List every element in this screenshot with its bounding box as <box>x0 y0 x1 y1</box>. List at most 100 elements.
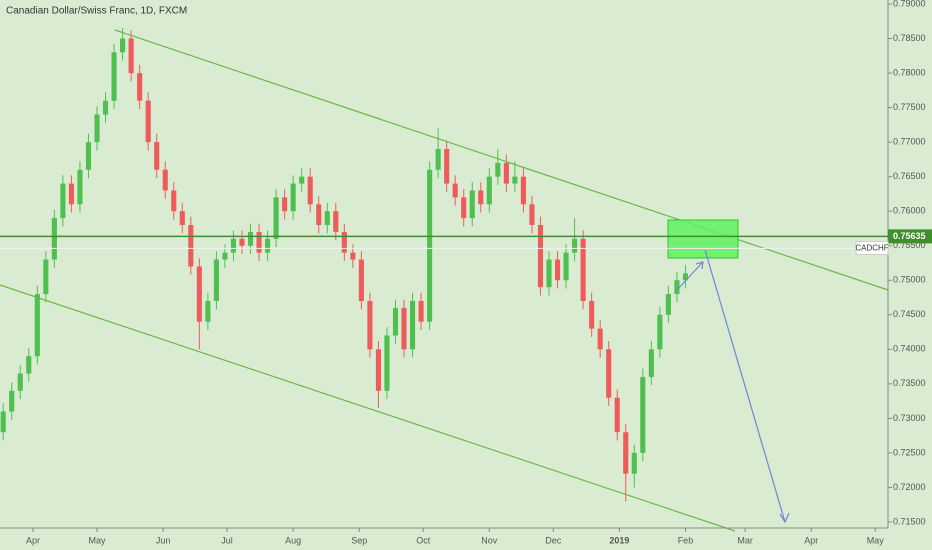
candle-body <box>60 183 66 219</box>
candle-body <box>290 183 296 212</box>
candle-body <box>427 169 433 322</box>
y-tick-label: 0.72000 <box>893 482 926 492</box>
candle-body <box>0 411 6 433</box>
x-tick-label: Apr <box>804 535 818 545</box>
candle-body <box>350 252 356 260</box>
candle-body <box>640 376 646 453</box>
candle-body <box>435 149 441 170</box>
candle-body <box>282 197 288 212</box>
candle-body <box>495 162 501 177</box>
candle-body <box>444 149 450 184</box>
y-tick-label: 0.78500 <box>893 33 926 43</box>
candle-body <box>154 142 160 170</box>
x-tick-label: 2019 <box>609 535 629 545</box>
candle-body <box>205 300 211 322</box>
symbol-label-bg <box>855 240 889 255</box>
candle-body <box>589 300 595 329</box>
x-tick-label: Dec <box>545 535 562 545</box>
candle-body <box>324 211 330 226</box>
candle-body <box>120 38 126 53</box>
candle-body <box>188 225 194 267</box>
y-tick-label: 0.74000 <box>893 344 926 354</box>
candle-body <box>486 176 492 205</box>
grid <box>32 3 892 532</box>
x-tick-label: Jul <box>221 535 233 545</box>
x-tick-label: May <box>89 535 107 545</box>
candles <box>0 28 689 502</box>
y-tick-label: 0.73000 <box>893 413 926 423</box>
candle-body <box>401 307 407 350</box>
candle-body <box>34 294 40 357</box>
candle-body <box>179 211 185 226</box>
x-tick-label: Apr <box>26 535 40 545</box>
candle-body <box>94 114 100 143</box>
y-tick-label: 0.73500 <box>893 378 926 388</box>
candle-body <box>503 162 509 184</box>
axis-labels: 0.79000 0.78500 0.78000 0.77500 0.77000 0.765… <box>26 0 926 545</box>
candle-body <box>478 190 484 205</box>
candle-body <box>563 252 569 281</box>
price-label-bg <box>888 229 932 244</box>
y-tick-label: 0.71500 <box>893 516 926 526</box>
candle-body <box>316 204 322 226</box>
y-tick-label: 0.75000 <box>893 275 926 285</box>
candle-body <box>665 294 671 315</box>
candle-body <box>128 38 134 74</box>
candle-body <box>367 300 373 350</box>
y-tick-label: 0.77000 <box>893 137 926 147</box>
projection-arrow <box>704 249 786 523</box>
chart-title: Canadian Dollar/Swiss Franc, 1D, FXCM <box>6 6 187 17</box>
candle-body <box>682 273 689 281</box>
candle-body <box>213 259 219 301</box>
candle-body <box>597 328 603 350</box>
arrow-head <box>779 512 790 524</box>
x-tick-label: May <box>867 535 885 545</box>
lower-trend-line <box>0 284 736 532</box>
candle-body <box>384 335 390 391</box>
y-tick-label: 0.79000 <box>893 0 926 8</box>
candle-body <box>239 238 245 246</box>
y-tick-label: 0.76000 <box>893 206 926 216</box>
candle-body <box>102 100 109 115</box>
x-tick-label: Nov <box>481 535 498 545</box>
projection-arrow <box>676 261 704 291</box>
candle-body <box>392 307 399 336</box>
price-label: 0.75635 <box>893 231 926 241</box>
candle-body <box>341 231 347 253</box>
candle-body <box>537 225 544 288</box>
candle-body <box>461 197 467 219</box>
x-tick-label: Aug <box>285 535 301 545</box>
candle-body <box>529 204 535 226</box>
candle-body <box>299 176 305 184</box>
candle-body <box>196 266 202 322</box>
candle-body <box>85 142 92 170</box>
candle-body <box>68 183 74 205</box>
candle-body <box>171 190 177 212</box>
candle-body <box>469 190 475 219</box>
candle-body <box>648 349 654 377</box>
candle-body <box>418 300 424 322</box>
candle-body <box>43 259 49 295</box>
candle-body <box>111 52 117 101</box>
candle-body <box>162 169 168 191</box>
resistance-zone <box>667 219 739 259</box>
x-tick-label: Mar <box>737 535 753 545</box>
candle-body <box>222 252 228 260</box>
y-tick-label: 0.78000 <box>893 67 926 77</box>
candle-body <box>606 349 612 398</box>
candle-body <box>230 238 237 253</box>
x-tick-label: Oct <box>416 535 431 545</box>
candle-body <box>137 73 143 101</box>
candle-body <box>554 259 561 281</box>
candle-body <box>17 373 23 391</box>
candle-body <box>623 432 629 474</box>
candle-body <box>333 211 339 232</box>
candle-body <box>546 259 552 288</box>
candle-body <box>256 231 262 253</box>
candle-body <box>358 259 364 301</box>
candle-body <box>145 100 151 143</box>
candle-body <box>520 176 526 205</box>
candle-body <box>307 176 313 205</box>
y-tick-label: 0.75500 <box>893 240 926 250</box>
